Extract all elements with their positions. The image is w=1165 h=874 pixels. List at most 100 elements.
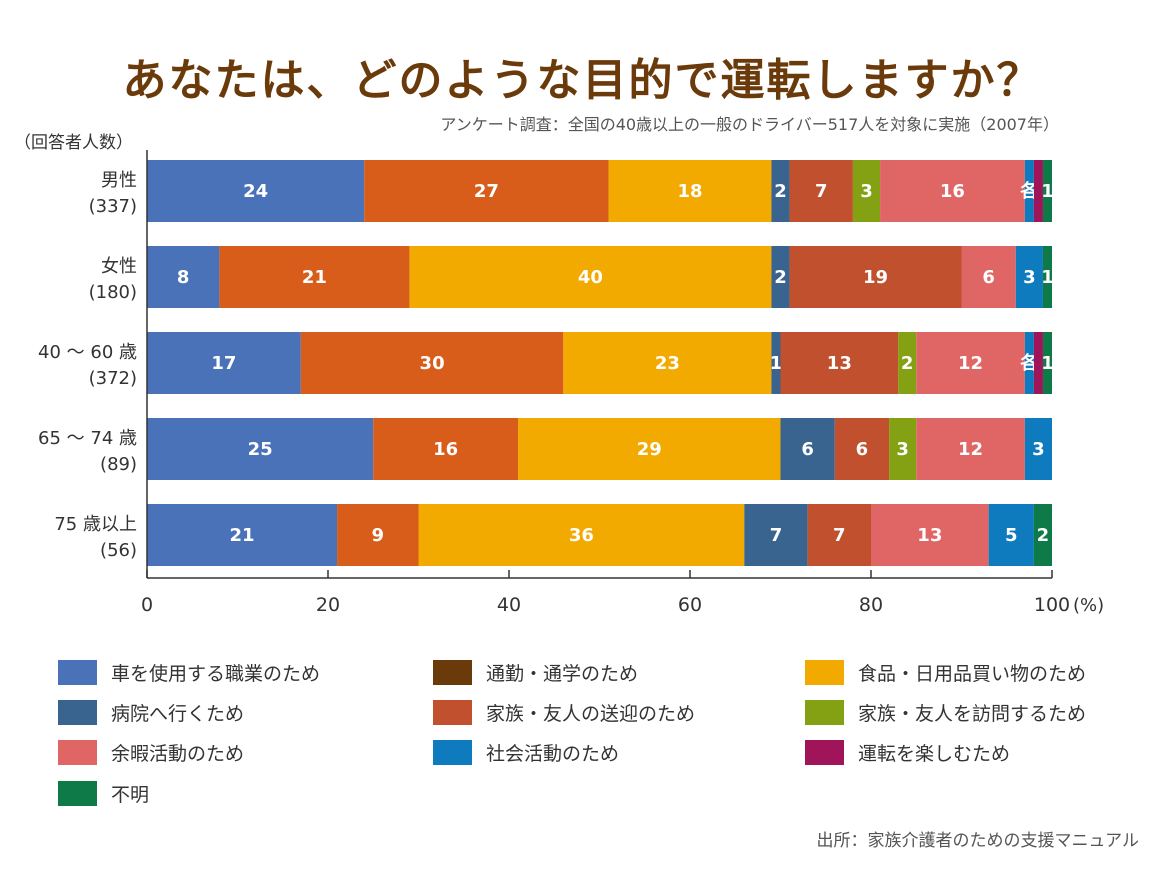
bar-label-0-3: 2	[774, 181, 787, 202]
legend-label-9: 不明	[111, 784, 149, 806]
bar-segment-1-5	[961, 246, 1016, 308]
y-axis-label: （回答者人数）	[14, 133, 133, 153]
x-axis: 0 20 40 60 80 100 (%)	[141, 150, 1104, 616]
category-count-0: (337)	[89, 196, 137, 217]
legend-label-2: 食品・日用品買い物のため	[858, 663, 1086, 685]
bar-label-4-2: 36	[569, 525, 594, 546]
bar-segment-3-4	[834, 418, 890, 480]
bar-label-1-7: 1	[1041, 267, 1054, 288]
bar-segment-2-8	[1033, 332, 1043, 394]
bar-label-1-1: 21	[302, 267, 327, 288]
legend-swatch-8	[805, 740, 844, 765]
bar-label-3-7: 3	[1032, 439, 1045, 460]
chart-subtitle: アンケート調査：全国の40歳以上の一般のドライバー517人を対象に実施（2007…	[440, 115, 1059, 134]
bar-label-4-0: 21	[229, 525, 254, 546]
legend-swatch-2	[805, 660, 844, 685]
legend-label-4: 家族・友人の送迎のため	[486, 703, 695, 725]
bar-segment-0-0	[147, 160, 365, 222]
legend-label-7: 社会活動のため	[486, 743, 619, 765]
bar-label-1-4: 19	[863, 267, 888, 288]
bar-label-4-6: 5	[1005, 525, 1018, 546]
bar-segment-3-5	[889, 418, 917, 480]
bar-segment-3-2	[518, 418, 781, 480]
bar-segment-0-7	[1024, 160, 1034, 222]
legend-swatch-3	[58, 700, 97, 725]
bar-label-2-0: 17	[211, 353, 236, 374]
bar-label-3-2: 29	[637, 439, 662, 460]
bar-label-0-5: 3	[860, 181, 873, 202]
bar-label-2-2: 23	[655, 353, 680, 374]
bar-label-2-4: 13	[827, 353, 852, 374]
bar-label-3-6: 12	[958, 439, 983, 460]
bar-segment-2-1	[300, 332, 564, 394]
bar-label-0-1: 27	[474, 181, 499, 202]
legend-swatch-6	[58, 740, 97, 765]
category-count-3: (89)	[100, 454, 137, 475]
legend-swatch-5	[805, 700, 844, 725]
bar-label-2-6: 12	[958, 353, 983, 374]
bar-label-4-7: 2	[1037, 525, 1050, 546]
x-tick-label-2: 40	[497, 594, 521, 616]
legend-swatch-0	[58, 660, 97, 685]
bar-label-4-5: 13	[917, 525, 942, 546]
bar-label-3-1: 16	[433, 439, 458, 460]
bar-segment-0-3	[771, 160, 790, 222]
legend-label-0: 車を使用する職業のため	[111, 663, 320, 685]
bar-segment-2-5	[898, 332, 917, 394]
bar-segment-2-6	[916, 332, 1025, 394]
bar-segment-4-3	[744, 504, 808, 566]
bar-segment-3-1	[373, 418, 519, 480]
legend-swatch-9	[58, 781, 97, 806]
bar-segment-3-7	[1024, 418, 1052, 480]
category-name-3: 65 〜 74 歳	[38, 428, 137, 449]
x-tick-label-3: 60	[678, 594, 702, 616]
bar-label-3-3: 6	[801, 439, 814, 460]
category-labels: 男性 (337) 女性 (180) 40 〜 60 歳 (372) 65 〜 74 歳 (89…	[38, 170, 137, 561]
bar-label-3-5: 3	[896, 439, 909, 460]
bar-label-3-0: 25	[248, 439, 273, 460]
bar-segment-2-2	[563, 332, 772, 394]
bar-segment-1-2	[409, 246, 772, 308]
x-tick-label-1: 20	[316, 594, 340, 616]
bar-segment-2-0	[147, 332, 301, 394]
bar-label-2-5: 2	[901, 353, 914, 374]
bar-label-3-4: 6	[856, 439, 869, 460]
category-count-2: (372)	[89, 368, 137, 389]
bar-segment-0-4	[789, 160, 853, 222]
bar-segment-4-7	[1033, 504, 1052, 566]
bar-label-0-0: 24	[243, 181, 268, 202]
category-name-2: 40 〜 60 歳	[38, 342, 137, 363]
x-tick-label-5: 100	[1034, 594, 1070, 616]
bar-segment-1-1	[219, 246, 410, 308]
bar-segment-1-3	[771, 246, 790, 308]
bar-segment-1-6	[1015, 246, 1043, 308]
bar-segment-4-5	[871, 504, 989, 566]
bar-segment-0-5	[852, 160, 881, 222]
bar-segment-2-9	[1042, 332, 1052, 394]
bar-label-1-6: 3	[1023, 267, 1036, 288]
bar-segment-0-9	[1042, 160, 1052, 222]
bar-segment-3-3	[780, 418, 835, 480]
source-note: 出所：家族介護者のための支援マニュアル	[816, 831, 1140, 851]
bar-segment-4-2	[418, 504, 745, 566]
bar-label-1-3: 2	[774, 267, 787, 288]
bar-segment-3-6	[916, 418, 1025, 480]
bar-label-4-1: 9	[372, 525, 385, 546]
x-tick-label-0: 0	[141, 594, 153, 616]
bar-segment-1-4	[789, 246, 962, 308]
x-tick-label-4: 80	[859, 594, 883, 616]
bar-segment-0-6	[880, 160, 1025, 222]
legend-swatch-7	[433, 740, 472, 765]
bar-segment-2-3	[771, 332, 781, 394]
bar-label-4-3: 7	[770, 525, 783, 546]
legend-label-1: 通勤・通学のため	[486, 663, 638, 685]
legend-label-5: 家族・友人を訪問するため	[858, 703, 1086, 725]
bar-segment-0-1	[364, 160, 609, 222]
bar-label-0-4: 7	[815, 181, 828, 202]
bar-label-4-4: 7	[833, 525, 846, 546]
bar-label-0-6: 16	[940, 181, 965, 202]
bar-segment-4-1	[337, 504, 419, 566]
category-name-0: 男性	[101, 170, 137, 191]
